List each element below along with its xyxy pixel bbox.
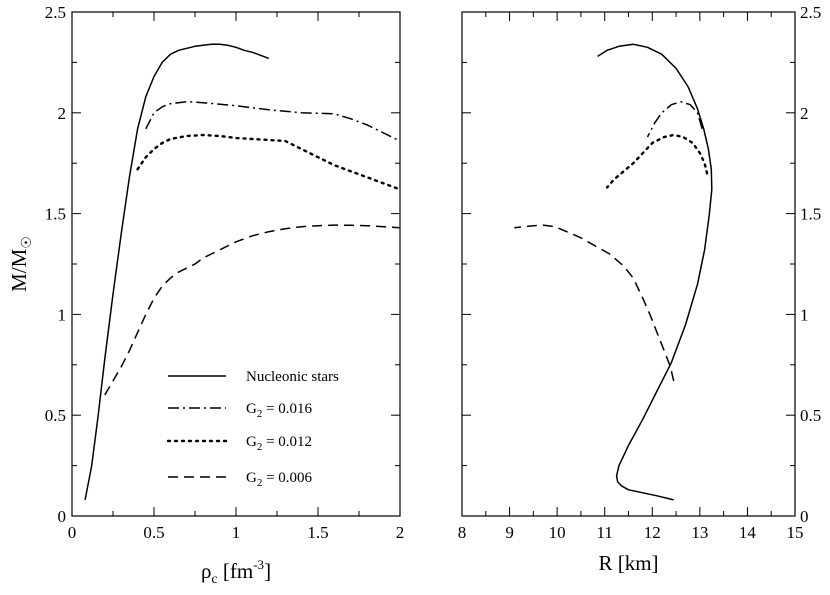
right-x-tick-label: 14 bbox=[739, 523, 757, 542]
right-x-tick-label: 9 bbox=[505, 523, 514, 542]
right-x-tick-label: 11 bbox=[597, 523, 613, 542]
left-y-tick-label: 0.5 bbox=[45, 406, 66, 425]
left-y-axis-title: M/M☉ bbox=[7, 236, 35, 292]
right-series-line-0 bbox=[597, 43, 713, 501]
left-x-tick-label: 0.5 bbox=[143, 523, 164, 542]
right-y-tick-label: 1.5 bbox=[800, 205, 821, 224]
legend-label-3: G2 = 0.006 bbox=[246, 470, 313, 489]
right-x-tick-label: 13 bbox=[691, 523, 708, 542]
left-x-axis-title: ρc [fm-3] bbox=[201, 557, 271, 587]
right-x-axis-title: R [km] bbox=[598, 551, 658, 575]
left-series-line-2 bbox=[136, 133, 402, 191]
legend-label-2: G2 = 0.012 bbox=[246, 434, 312, 453]
left-x-tick-label: 2 bbox=[396, 523, 405, 542]
right-series-line-3 bbox=[514, 224, 675, 382]
right-y-tick-label: 2 bbox=[800, 104, 809, 123]
right-x-tick-label: 8 bbox=[458, 523, 467, 542]
left-y-tick-label: 2.5 bbox=[45, 3, 66, 22]
right-y-tick-label: 0.5 bbox=[800, 406, 821, 425]
right-x-tick-label: 12 bbox=[644, 523, 661, 542]
right-y-tick-label: 2.5 bbox=[800, 3, 821, 22]
legend-label-0: Nucleonic stars bbox=[246, 369, 339, 385]
left-x-tick-label: 1 bbox=[232, 523, 241, 542]
left-series-line-1 bbox=[145, 100, 401, 142]
left-x-tick-label: 1.5 bbox=[307, 523, 328, 542]
right-x-tick-label: 10 bbox=[549, 523, 566, 542]
left-y-tick-label: 2 bbox=[58, 104, 67, 123]
left-y-tick-label: 1.5 bbox=[45, 205, 66, 224]
left-series-line-3 bbox=[104, 224, 401, 396]
right-y-tick-label: 0 bbox=[800, 507, 809, 526]
right-series-line-2 bbox=[605, 133, 709, 189]
right-series-line-1 bbox=[646, 100, 703, 138]
left-y-tick-label: 1 bbox=[58, 305, 67, 324]
legend-label-1: G2 = 0.016 bbox=[246, 401, 313, 420]
left-x-tick-label: 0 bbox=[68, 523, 77, 542]
left-plot-frame bbox=[71, 11, 401, 517]
left-series-line-0 bbox=[84, 43, 270, 501]
right-x-tick-label: 15 bbox=[787, 523, 804, 542]
left-y-tick-label: 0 bbox=[58, 507, 67, 526]
right-plot-frame bbox=[461, 11, 796, 517]
right-y-tick-label: 1 bbox=[800, 305, 809, 324]
